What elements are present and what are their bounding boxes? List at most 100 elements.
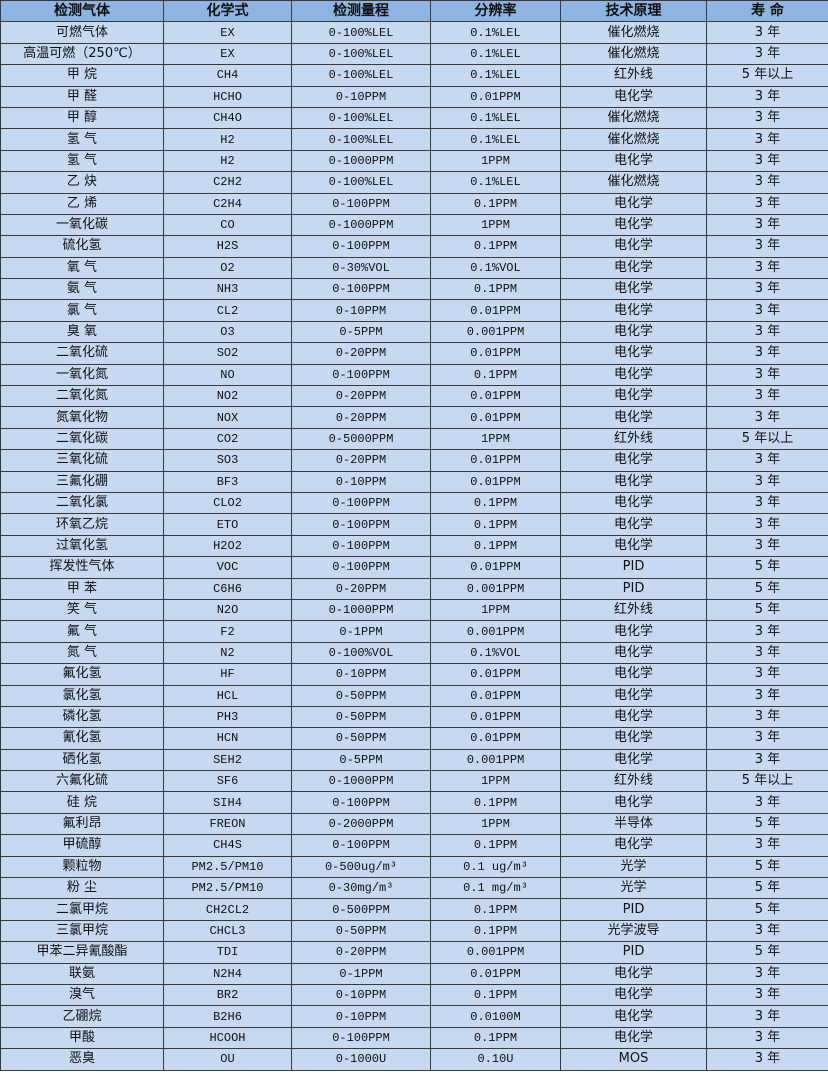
lifetime-cell: 3 年 bbox=[706, 513, 828, 536]
table-row: 氰化氢 HCN 0-50PPM 0.01PPM 电化学 3 年 bbox=[0, 727, 828, 750]
table-row: 甲 苯 C6H6 0-20PPM 0.001PPM PID 5 年 bbox=[0, 577, 828, 600]
range-cell: 0-100PPM bbox=[291, 363, 431, 387]
table-row: 颗粒物 PM2.5/PM10 0-500ug/m³ 0.1 ug/m³ 光学 5 年 bbox=[0, 855, 828, 879]
resolution-cell: 0.001PPM bbox=[430, 320, 561, 344]
formula-cell: N2H4 bbox=[163, 962, 292, 985]
principle-cell: 电化学 bbox=[560, 213, 707, 237]
table-row: 三氧化硫 SO3 0-20PPM 0.01PPM 电化学 3 年 bbox=[0, 449, 828, 472]
gas-cell: 二氧化碳 bbox=[0, 427, 164, 451]
lifetime-cell: 3 年 bbox=[706, 106, 828, 130]
principle-cell: PID bbox=[560, 556, 707, 579]
table-row: 甲酸 HCOOH 0-100PPM 0.1PPM 电化学 3 年 bbox=[0, 1026, 828, 1050]
range-cell: 0-100%LEL bbox=[291, 128, 431, 151]
formula-cell: NO bbox=[163, 363, 292, 387]
resolution-cell: 0.01PPM bbox=[430, 385, 561, 408]
principle-cell: 电化学 bbox=[560, 385, 707, 408]
lifetime-cell: 5 年以上 bbox=[706, 770, 828, 793]
formula-cell: NH3 bbox=[163, 278, 292, 301]
principle-cell: 光学 bbox=[560, 855, 707, 879]
range-cell: 0-10PPM bbox=[291, 983, 431, 1007]
formula-cell: HF bbox=[163, 663, 292, 686]
gas-cell: 氰化氢 bbox=[0, 727, 164, 750]
formula-cell: H2 bbox=[163, 128, 292, 151]
range-cell: 0-1PPM bbox=[291, 962, 431, 985]
resolution-cell: 0.0100M bbox=[430, 1005, 561, 1028]
lifetime-cell: 3 年 bbox=[706, 128, 828, 151]
resolution-cell: 0.1PPM bbox=[430, 1026, 561, 1050]
table-row: 溴气 BR2 0-10PPM 0.1PPM 电化学 3 年 bbox=[0, 983, 828, 1007]
table-row: 氟 气 F2 0-1PPM 0.001PPM 电化学 3 年 bbox=[0, 620, 828, 643]
resolution-cell: 0.1%LEL bbox=[430, 64, 561, 87]
table-row: 三氯甲烷 CHCL3 0-50PPM 0.1PPM 光学波导 3 年 bbox=[0, 919, 828, 943]
range-cell: 0-10PPM bbox=[291, 470, 431, 493]
gas-cell: 磷化氢 bbox=[0, 705, 164, 729]
principle-cell: 电化学 bbox=[560, 962, 707, 985]
formula-cell: CHCL3 bbox=[163, 919, 292, 943]
principle-cell: 电化学 bbox=[560, 705, 707, 729]
range-cell: 0-20PPM bbox=[291, 577, 431, 600]
gas-cell: 可燃气体 bbox=[0, 21, 164, 44]
principle-cell: 催化燃烧 bbox=[560, 106, 707, 130]
range-cell: 0-10PPM bbox=[291, 663, 431, 686]
table-row: 挥发性气体 VOC 0-100PPM 0.01PPM PID 5 年 bbox=[0, 556, 828, 579]
range-cell: 0-100PPM bbox=[291, 491, 431, 515]
formula-cell: PM2.5/PM10 bbox=[163, 855, 292, 879]
range-cell: 0-100PPM bbox=[291, 192, 431, 215]
gas-cell: 氯化氢 bbox=[0, 684, 164, 707]
formula-cell: PH3 bbox=[163, 705, 292, 729]
principle-cell: 电化学 bbox=[560, 663, 707, 686]
principle-cell: 红外线 bbox=[560, 64, 707, 87]
resolution-cell: 0.1PPM bbox=[430, 278, 561, 301]
lifetime-cell: 3 年 bbox=[706, 1026, 828, 1050]
formula-cell: CL2 bbox=[163, 299, 292, 322]
resolution-cell: 0.1%LEL bbox=[430, 128, 561, 151]
lifetime-cell: 5 年 bbox=[706, 898, 828, 921]
resolution-cell: 0.1PPM bbox=[430, 513, 561, 536]
resolution-cell: 0.1PPM bbox=[430, 919, 561, 943]
gas-cell: 高温可燃（250℃） bbox=[0, 42, 164, 66]
formula-cell: N2O bbox=[163, 598, 292, 622]
range-cell: 0-20PPM bbox=[291, 941, 431, 964]
lifetime-cell: 5 年 bbox=[706, 877, 828, 900]
formula-cell: B2H6 bbox=[163, 1005, 292, 1028]
principle-cell: 电化学 bbox=[560, 748, 707, 772]
resolution-cell: 0.10U bbox=[430, 1048, 561, 1071]
resolution-cell: 1PPM bbox=[430, 149, 561, 173]
gas-cell: 环氧乙烷 bbox=[0, 513, 164, 536]
header-lifetime: 寿 命 bbox=[706, 0, 828, 23]
lifetime-cell: 3 年 bbox=[706, 983, 828, 1007]
formula-cell: HCL bbox=[163, 684, 292, 707]
lifetime-cell: 3 年 bbox=[706, 534, 828, 558]
principle-cell: 电化学 bbox=[560, 278, 707, 301]
resolution-cell: 0.01PPM bbox=[430, 705, 561, 729]
principle-cell: 电化学 bbox=[560, 834, 707, 857]
gas-cell: 二氯甲烷 bbox=[0, 898, 164, 921]
header-gas: 检测气体 bbox=[0, 0, 164, 23]
table-row: 乙 炔 C2H2 0-100%LEL 0.1%LEL 催化燃烧 3 年 bbox=[0, 171, 828, 194]
resolution-cell: 0.01PPM bbox=[430, 470, 561, 493]
gas-cell: 氟利昂 bbox=[0, 812, 164, 836]
range-cell: 0-100PPM bbox=[291, 834, 431, 857]
formula-cell: SO2 bbox=[163, 342, 292, 365]
range-cell: 0-50PPM bbox=[291, 919, 431, 943]
lifetime-cell: 3 年 bbox=[706, 363, 828, 387]
lifetime-cell: 5 年以上 bbox=[706, 64, 828, 87]
table-row: 二氧化氮 NO2 0-20PPM 0.01PPM 电化学 3 年 bbox=[0, 385, 828, 408]
lifetime-cell: 3 年 bbox=[706, 299, 828, 322]
table-row: 氢 气 H2 0-1000PPM 1PPM 电化学 3 年 bbox=[0, 149, 828, 173]
lifetime-cell: 3 年 bbox=[706, 641, 828, 665]
principle-cell: 半导体 bbox=[560, 812, 707, 836]
range-cell: 0-5PPM bbox=[291, 320, 431, 344]
lifetime-cell: 5 年以上 bbox=[706, 427, 828, 451]
table-row: 环氧乙烷 ETO 0-100PPM 0.1PPM 电化学 3 年 bbox=[0, 513, 828, 536]
gas-cell: 联氨 bbox=[0, 962, 164, 985]
lifetime-cell: 3 年 bbox=[706, 385, 828, 408]
range-cell: 0-100%LEL bbox=[291, 171, 431, 194]
principle-cell: 电化学 bbox=[560, 192, 707, 215]
table-row: 甲硫醇 CH4S 0-100PPM 0.1PPM 电化学 3 年 bbox=[0, 834, 828, 857]
formula-cell: CLO2 bbox=[163, 491, 292, 515]
formula-cell: BR2 bbox=[163, 983, 292, 1007]
gas-cell: 二氧化氮 bbox=[0, 385, 164, 408]
gas-cell: 氟化氢 bbox=[0, 663, 164, 686]
gas-cell: 甲苯二异氰酸酯 bbox=[0, 941, 164, 964]
